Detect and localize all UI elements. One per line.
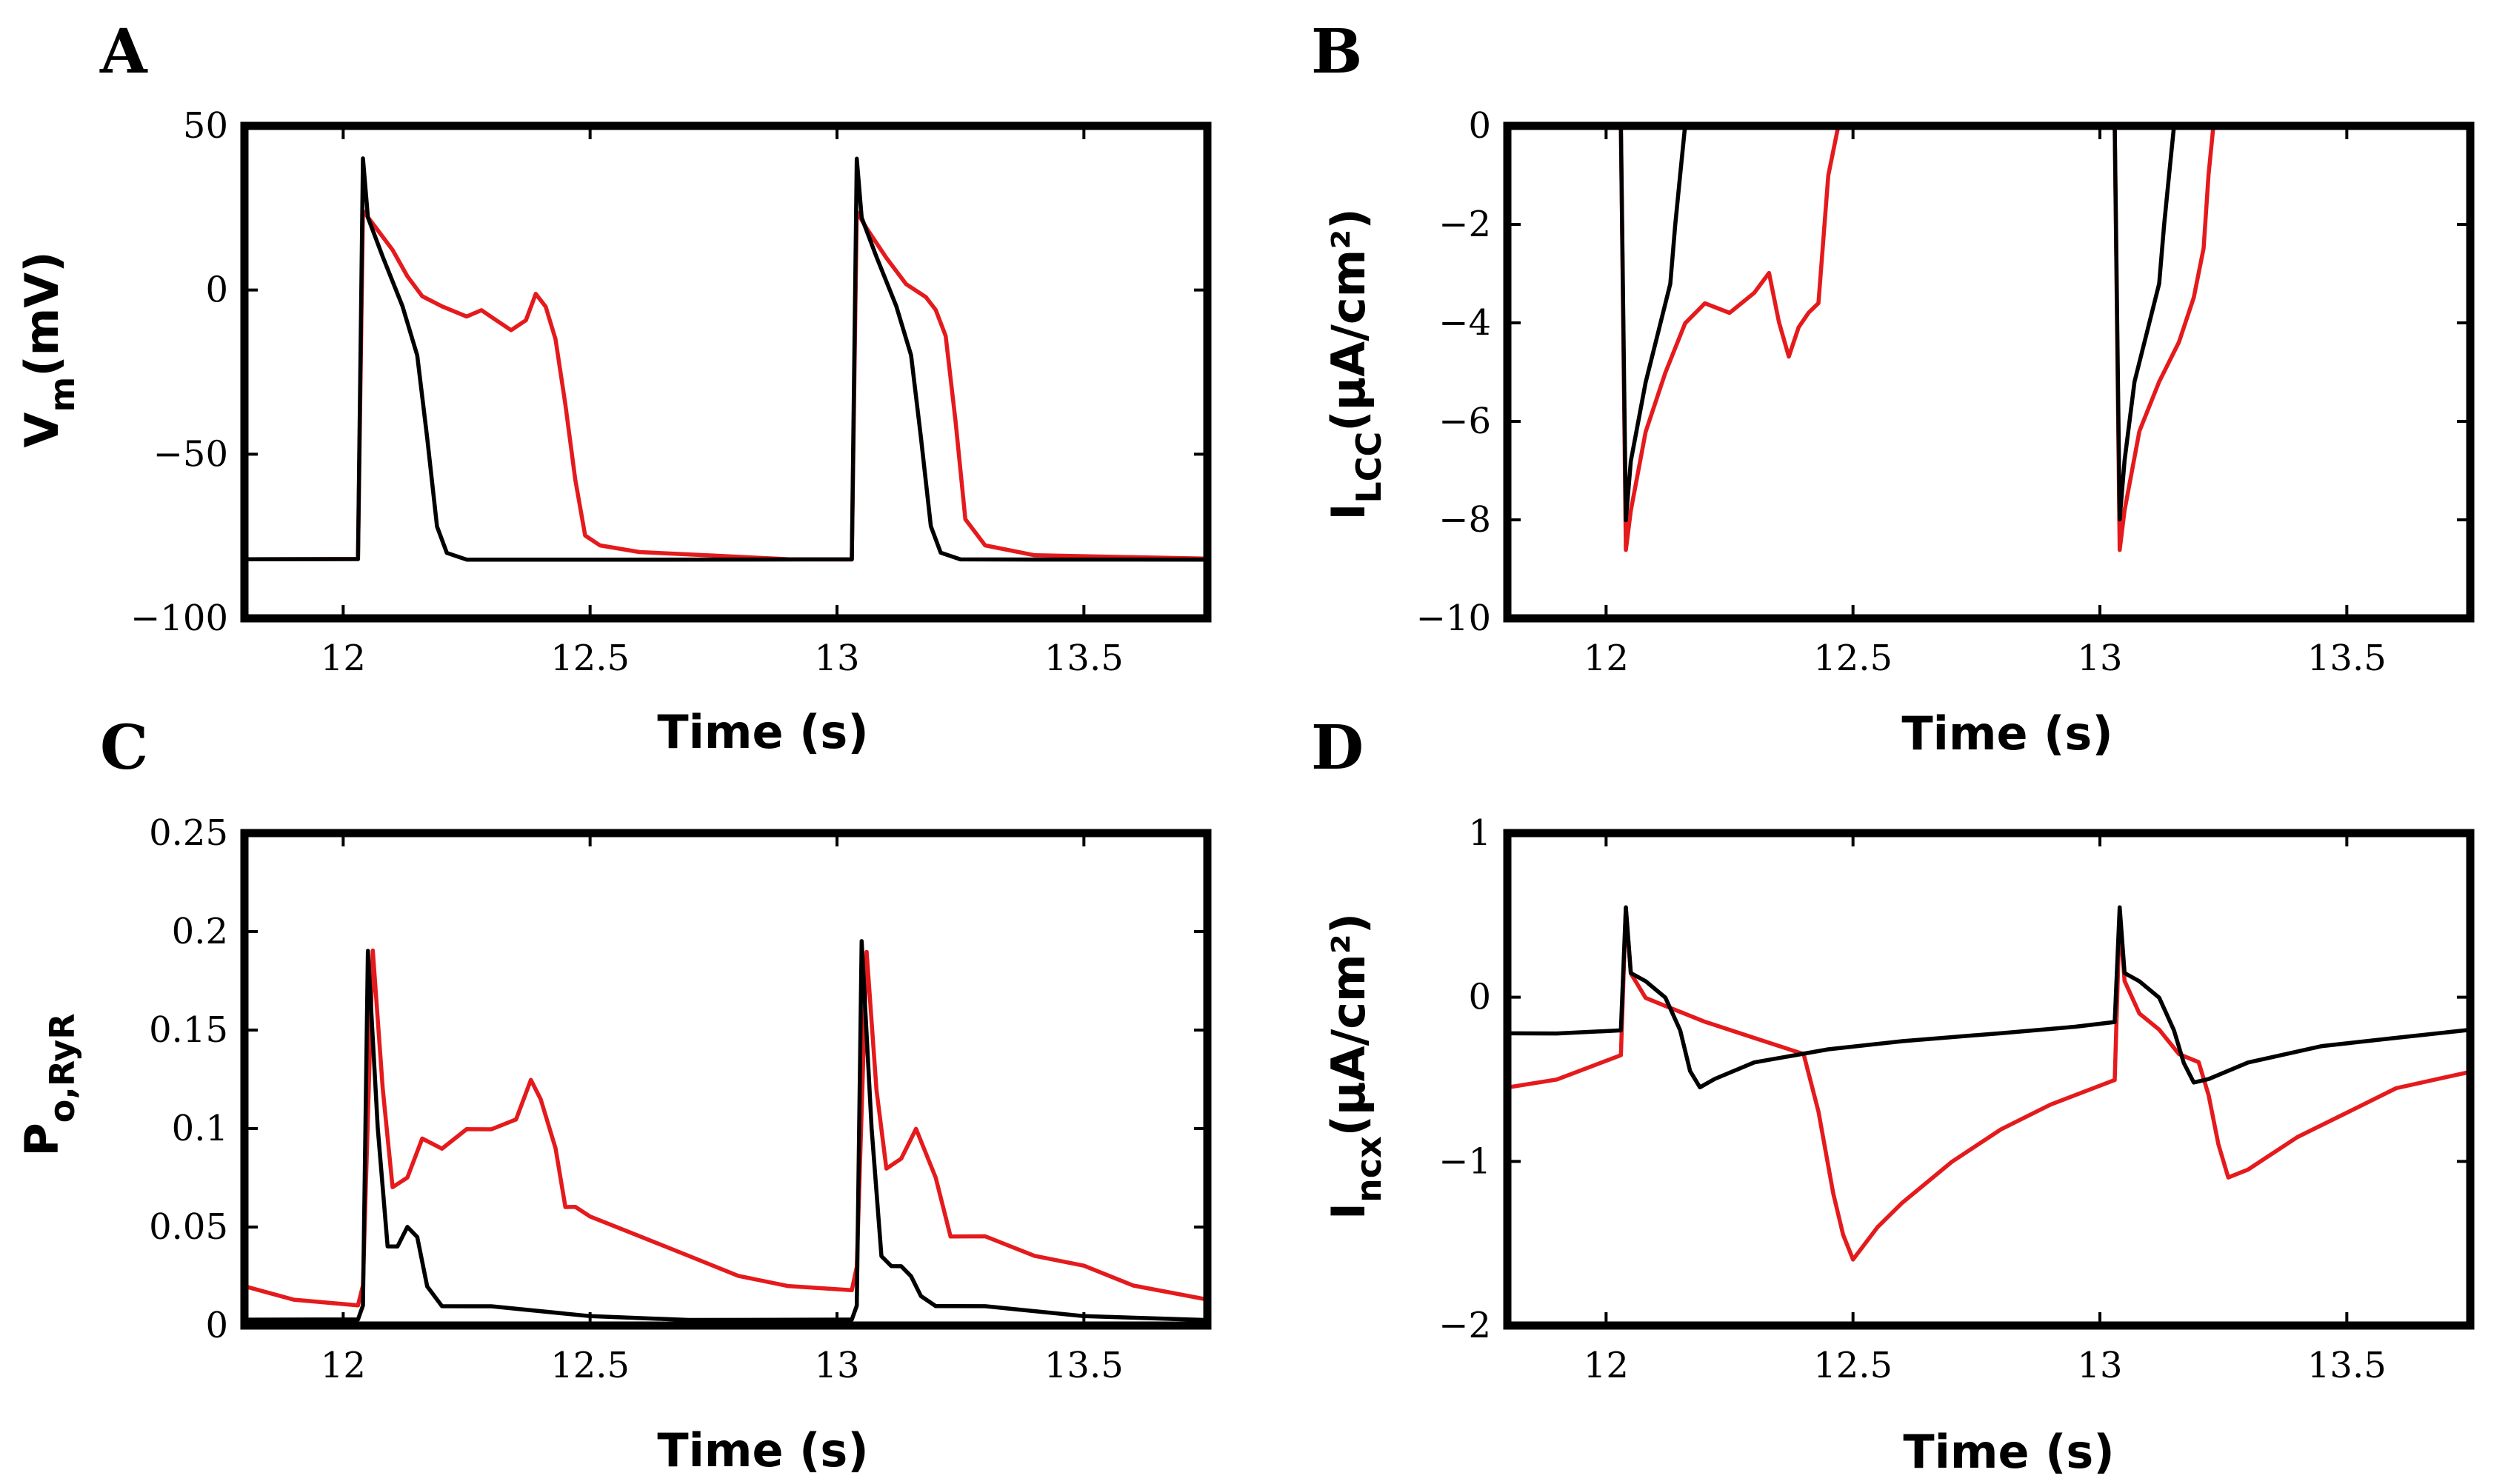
panel-d: D Time (s) Incx(μA/cm²) 12 12.5 13 13.5 −2 −1… bbox=[1311, 712, 2475, 1479]
x-tick-label: 12.5 bbox=[1813, 638, 1893, 679]
x-tick-label: 12.5 bbox=[550, 1345, 630, 1386]
red-trace bbox=[244, 948, 1207, 1308]
panel-c: C Time (s) Po,RyR 12 12.5 13 13.5 0 0.05 0.1 0.… bbox=[15, 712, 1212, 1477]
y-tick-label: 1 bbox=[1468, 812, 1491, 854]
y-tick-label: 0 bbox=[205, 270, 228, 311]
y-axis-label: Po,RyR bbox=[15, 1013, 82, 1156]
black-trace bbox=[244, 939, 1207, 1323]
x-axis-label: Time (s) bbox=[1903, 1425, 2114, 1479]
y-tick-label: −100 bbox=[130, 598, 228, 639]
axes-frame bbox=[1503, 829, 2475, 1330]
panel-letter: A bbox=[99, 16, 148, 87]
x-tick-label: 13 bbox=[2077, 638, 2122, 679]
y-axis-label: Vm(mV) bbox=[15, 251, 82, 447]
trace-group bbox=[1507, 126, 2470, 552]
x-tick-label: 13 bbox=[814, 638, 859, 679]
y-axis-label: Incx(μA/cm²) bbox=[1321, 913, 1389, 1220]
red-trace bbox=[1507, 126, 2470, 552]
y-tick-label: −6 bbox=[1438, 401, 1491, 442]
black-trace bbox=[1507, 905, 2470, 1090]
y-tick-label: −2 bbox=[1438, 204, 1491, 245]
x-tick-label: 13.5 bbox=[1044, 1345, 1124, 1386]
y-tick-label: −8 bbox=[1438, 499, 1491, 541]
y-tick-label: 0.1 bbox=[172, 1108, 228, 1149]
x-tick-label: 12 bbox=[1584, 638, 1629, 679]
x-tick-label: 13.5 bbox=[2307, 1345, 2387, 1386]
panel-letter: C bbox=[100, 712, 148, 783]
trace-group bbox=[244, 156, 1207, 562]
panel-b: B Time (s) ILCC(μA/cm²) 12 12.5 13 13.5 −10 −… bbox=[1311, 16, 2475, 761]
panel-letter: B bbox=[1311, 16, 1362, 87]
x-tick-label: 12 bbox=[321, 638, 366, 679]
black-trace bbox=[1507, 126, 2470, 523]
black-trace bbox=[244, 156, 1207, 562]
x-tick-label: 12.5 bbox=[1813, 1345, 1893, 1386]
y-tick-label: 0.05 bbox=[149, 1206, 228, 1248]
x-tick-label: 13 bbox=[2077, 1345, 2122, 1386]
x-axis-label: Time (s) bbox=[657, 705, 868, 759]
y-tick-label: −1 bbox=[1438, 1140, 1491, 1182]
red-trace bbox=[244, 208, 1207, 562]
x-tick-label: 13 bbox=[814, 1345, 859, 1386]
y-tick-label: 0 bbox=[1468, 977, 1491, 1018]
y-tick-label: −2 bbox=[1438, 1305, 1491, 1346]
red-trace bbox=[1507, 905, 2470, 1262]
x-tick-label: 13.5 bbox=[1044, 638, 1124, 679]
trace-group bbox=[1507, 905, 2470, 1262]
x-tick-label: 12.5 bbox=[550, 638, 630, 679]
y-tick-label: 0.2 bbox=[172, 911, 228, 952]
x-tick-label: 12 bbox=[321, 1345, 366, 1386]
y-tick-label: −4 bbox=[1438, 302, 1491, 344]
x-tick-label: 13.5 bbox=[2307, 638, 2387, 679]
x-axis-label: Time (s) bbox=[657, 1423, 868, 1477]
axes-frame bbox=[1503, 121, 2475, 623]
axes-frame bbox=[240, 829, 1212, 1330]
trace-group bbox=[244, 939, 1207, 1323]
y-tick-label: 0 bbox=[1468, 105, 1491, 147]
axes-frame bbox=[240, 121, 1212, 623]
panel-a: A Time (s) Vm(mV) 12 12.5 13 13.5 −100 −50 0 50 bbox=[15, 16, 1212, 759]
x-axis-label: Time (s) bbox=[1901, 706, 2112, 761]
x-tick-label: 12 bbox=[1584, 1345, 1629, 1386]
panel-letter: D bbox=[1311, 712, 1364, 783]
y-axis-label: ILCC(μA/cm²) bbox=[1321, 208, 1389, 520]
y-tick-label: 0.25 bbox=[149, 812, 228, 854]
y-tick-label: −10 bbox=[1416, 598, 1491, 639]
y-tick-label: −50 bbox=[153, 433, 228, 475]
y-tick-label: 0.15 bbox=[149, 1009, 228, 1051]
y-tick-label: 0 bbox=[205, 1305, 228, 1346]
y-tick-label: 50 bbox=[183, 105, 228, 147]
